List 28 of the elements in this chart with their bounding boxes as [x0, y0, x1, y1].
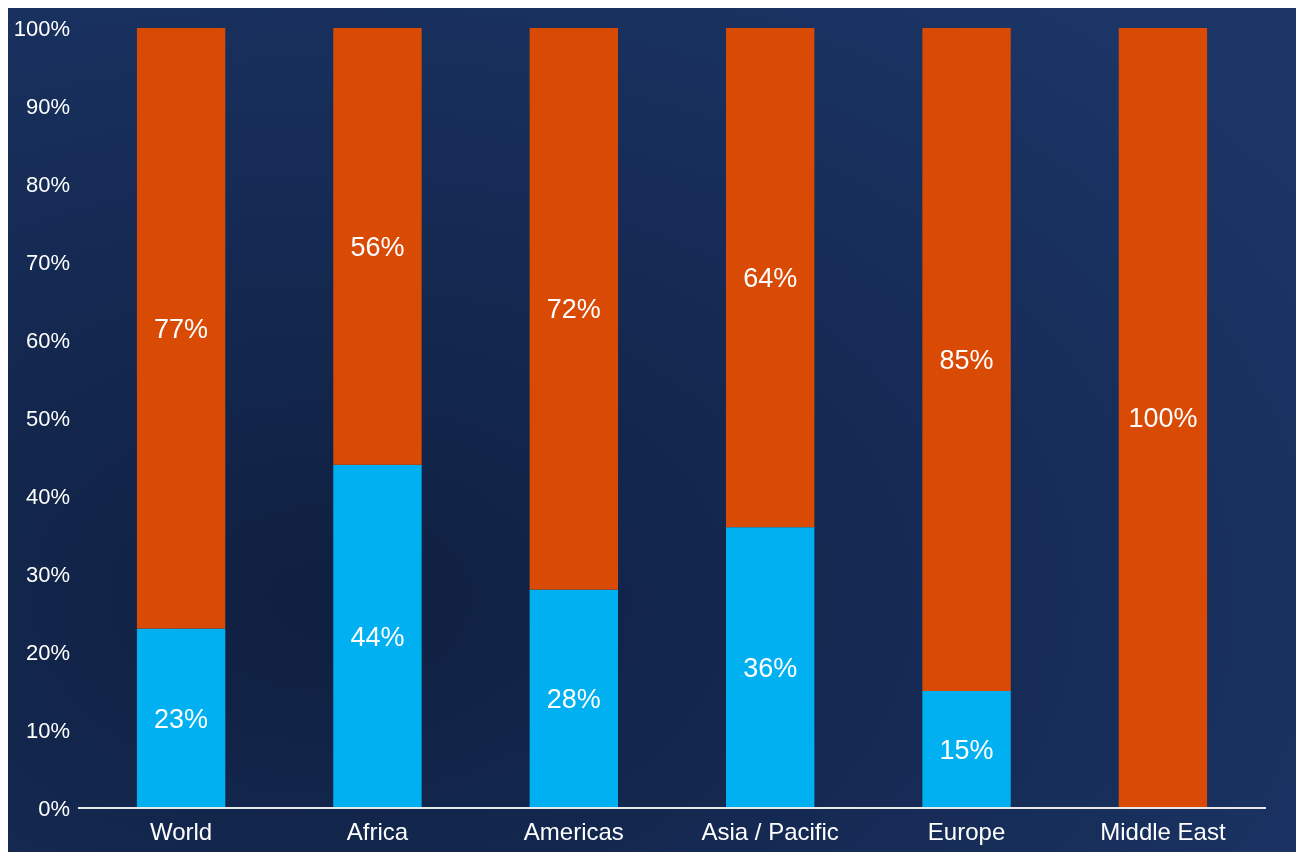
x-tick-label: Europe [927, 818, 1006, 845]
data-label: 23% [154, 703, 209, 734]
y-tick-label: 20% [25, 639, 70, 665]
data-label: 15% [939, 734, 994, 765]
data-label: 28% [546, 684, 601, 715]
data-label: 36% [743, 653, 798, 684]
y-tick-label: 10% [25, 717, 70, 743]
data-label: 64% [743, 263, 798, 294]
y-tick-label: 70% [25, 249, 70, 275]
data-label: 72% [546, 294, 601, 325]
data-label: 44% [350, 621, 405, 652]
y-tick-label: 90% [25, 93, 70, 119]
x-tick-label: Middle East [1100, 818, 1226, 845]
data-label: 100% [1128, 403, 1198, 434]
x-tick-label: World [149, 818, 213, 845]
data-label: 85% [939, 344, 994, 375]
y-tick-label: 40% [25, 483, 70, 509]
data-label: 56% [350, 231, 405, 262]
x-tick-label: Americas [523, 818, 624, 845]
y-tick-label: 50% [25, 405, 70, 431]
y-tick-label: 30% [25, 561, 70, 587]
data-label: 77% [154, 313, 209, 344]
y-tick-label: 80% [25, 171, 70, 197]
y-tick-label: 100% [13, 15, 70, 41]
x-tick-label: Asia / Pacific [701, 818, 839, 845]
x-tick-label: Africa [346, 818, 409, 845]
y-tick-label: 0% [38, 795, 70, 821]
y-tick-label: 60% [25, 327, 70, 353]
